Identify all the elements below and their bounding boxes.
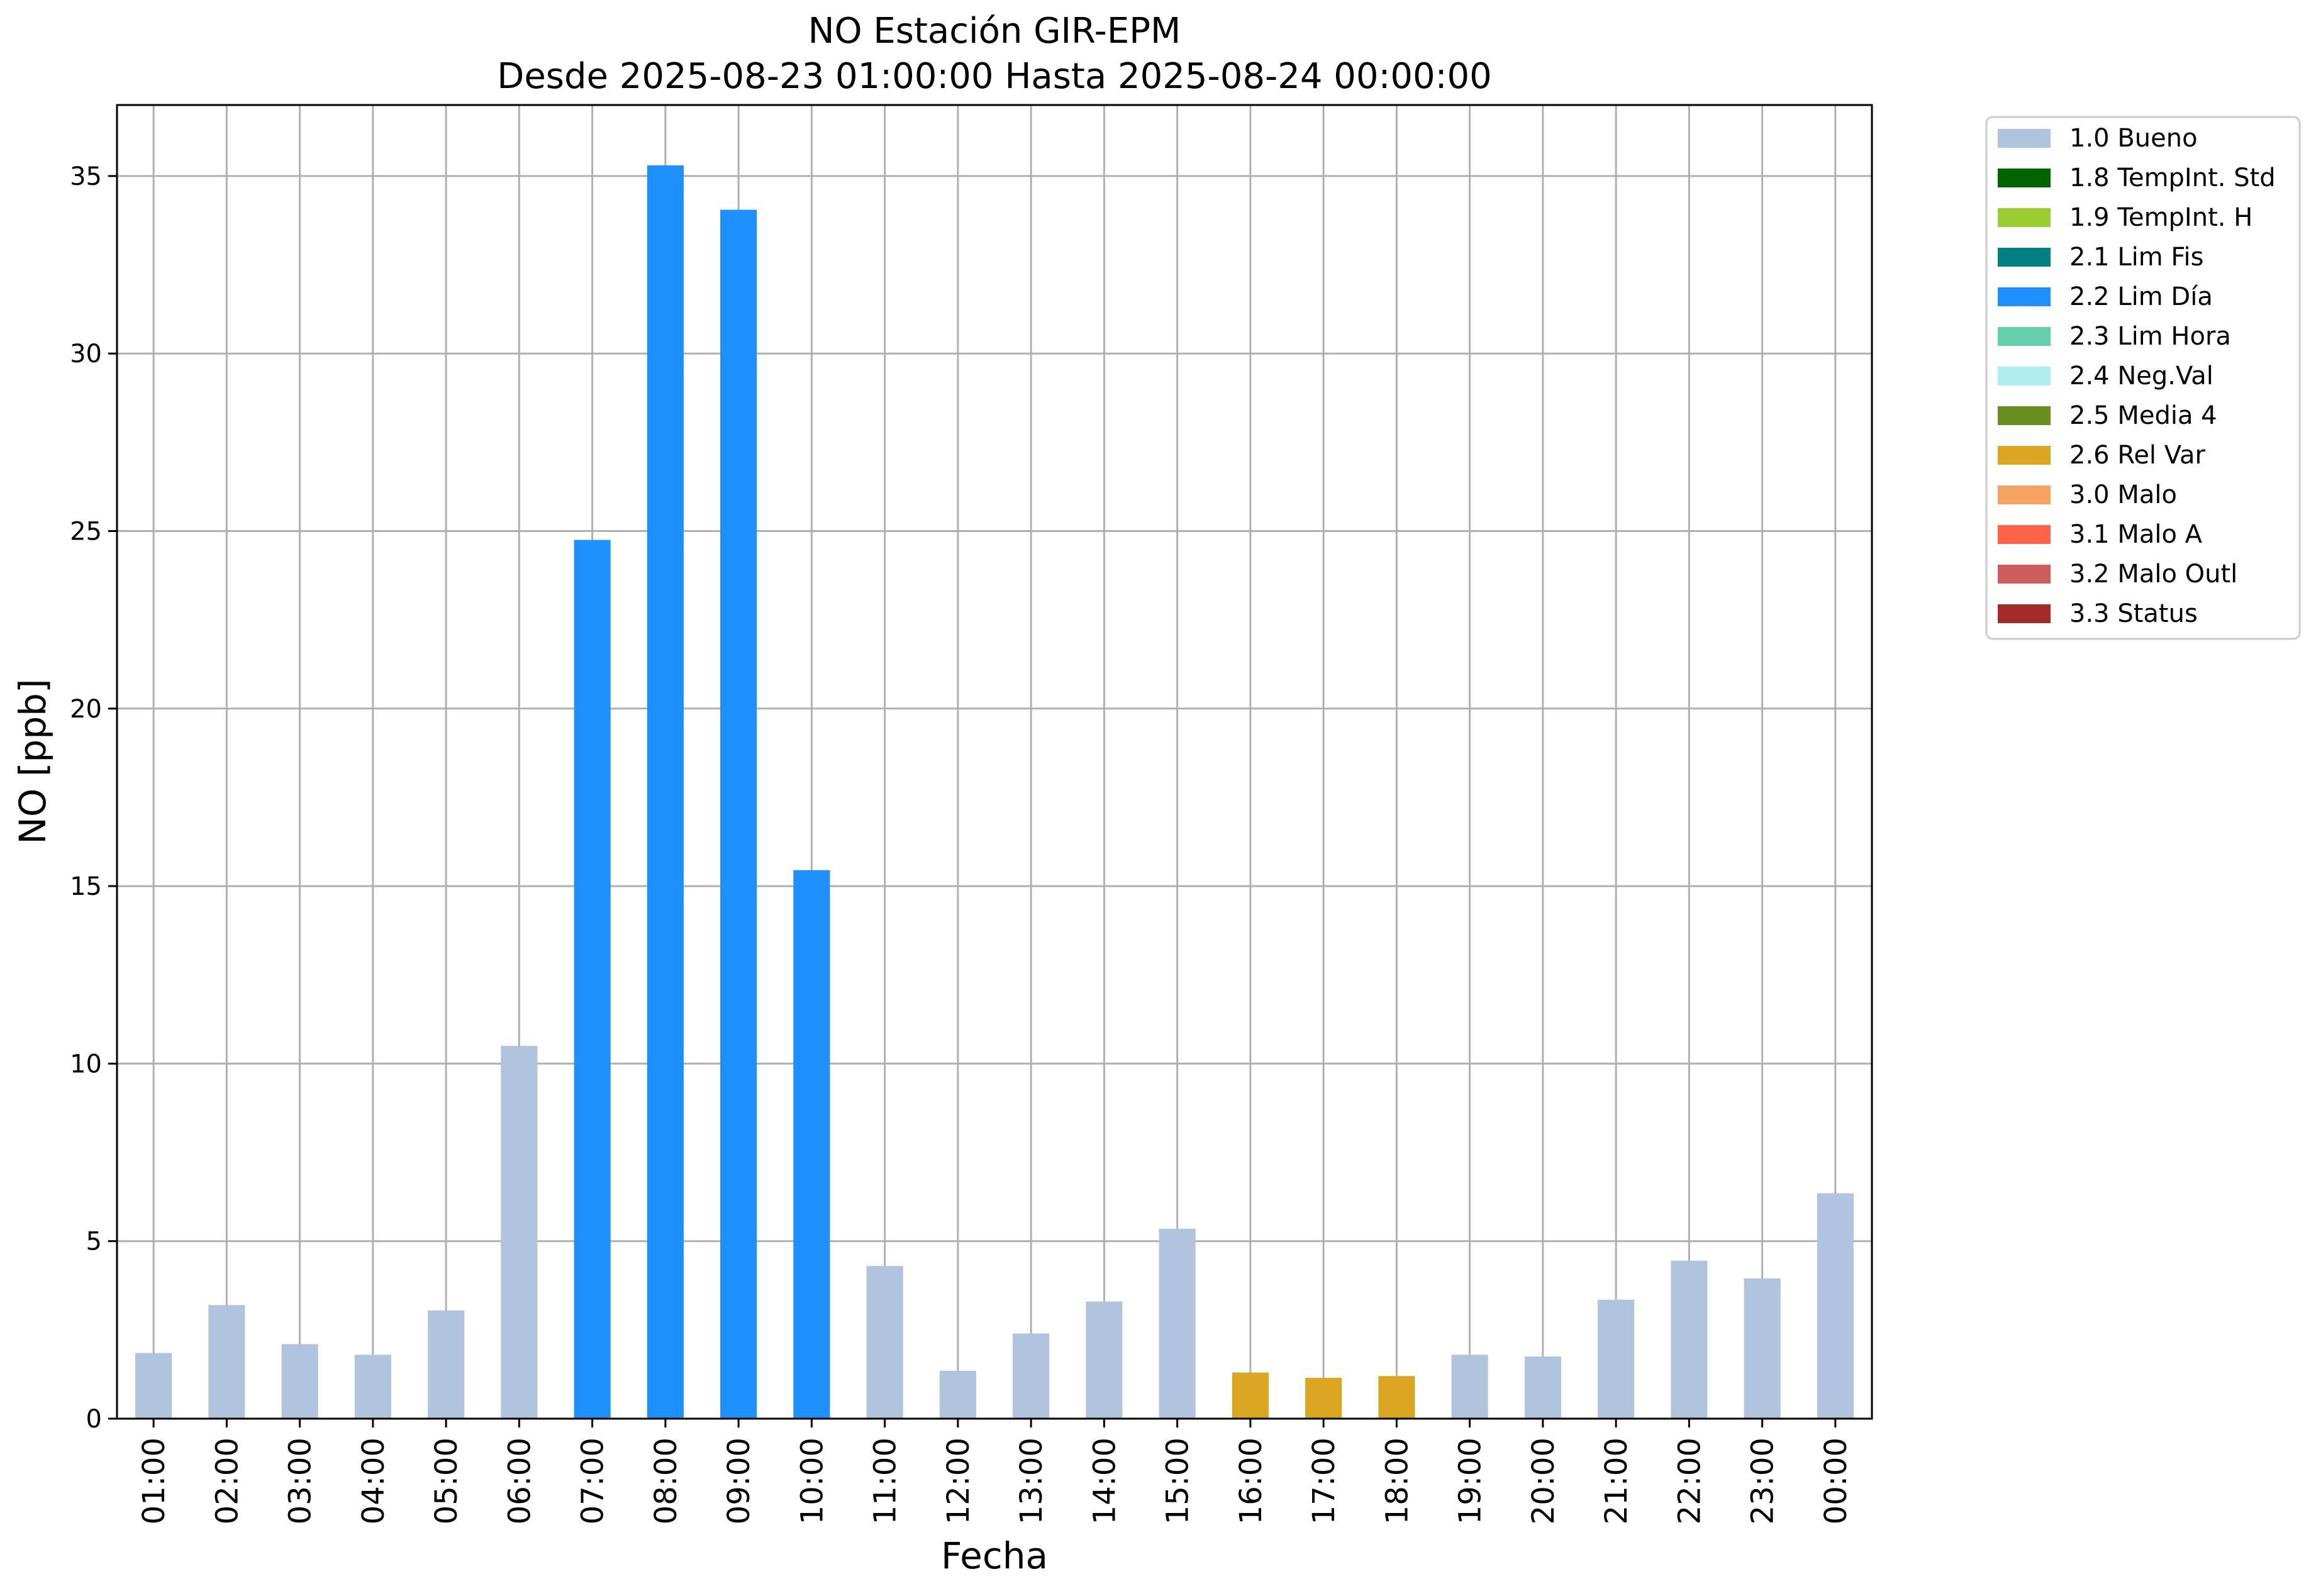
legend-label: 2.6 Rel Var [2069, 441, 2206, 470]
bar-1600 [1232, 1372, 1269, 1419]
bar-0300 [281, 1344, 318, 1419]
x-tick-label: 19:00 [1453, 1438, 1488, 1524]
bar-1800 [1378, 1376, 1415, 1419]
x-tick-label: 11:00 [868, 1438, 903, 1524]
legend-swatch [1998, 565, 2051, 584]
legend-label: 3.0 Malo [2069, 480, 2177, 509]
legend-label: 2.1 Lim Fis [2069, 243, 2203, 272]
bar-1100 [866, 1266, 903, 1419]
bar-0100 [135, 1353, 172, 1419]
chart-title: NO Estación GIR-EPM [808, 11, 1181, 52]
legend-swatch [1998, 604, 2051, 623]
legend-swatch [1998, 485, 2051, 504]
legend-label: 2.2 Lim Día [2069, 282, 2213, 311]
legend-swatch [1998, 287, 2051, 306]
x-tick-label: 09:00 [721, 1438, 757, 1524]
bar-0400 [354, 1355, 391, 1419]
x-tick-label: 13:00 [1014, 1438, 1049, 1524]
bar-0000 [1817, 1193, 1854, 1419]
legend-label: 3.2 Malo Outl [2069, 560, 2237, 589]
bar-1300 [1013, 1333, 1050, 1419]
legend: 1.0 Bueno 1.8 TempInt. Std 1.9 TempInt. H 2… [1985, 116, 2301, 640]
bar-0200 [208, 1305, 245, 1419]
y-tick-label: 25 [70, 518, 102, 546]
y-tick-label: 15 [70, 872, 102, 901]
x-tick-label: 23:00 [1745, 1438, 1781, 1524]
x-tick-label: 06:00 [502, 1438, 537, 1524]
legend-swatch [1998, 525, 2051, 544]
legend-label: 1.0 Bueno [2069, 124, 2198, 153]
x-tick-label: 20:00 [1526, 1438, 1561, 1524]
bar-1500 [1159, 1228, 1196, 1419]
y-tick-label: 30 [70, 340, 102, 369]
y-axis-label: NO [ppb] [11, 679, 54, 844]
x-tick-label: 00:00 [1818, 1438, 1854, 1524]
legend-swatch [1998, 169, 2051, 187]
bar-1200 [939, 1370, 976, 1419]
x-tick-label: 21:00 [1599, 1438, 1634, 1524]
bar-0500 [428, 1310, 465, 1419]
x-tick-label: 04:00 [356, 1438, 391, 1524]
bars-layer [135, 165, 1854, 1419]
bar-1900 [1451, 1355, 1488, 1419]
bar-1400 [1086, 1301, 1123, 1419]
bar-2100 [1598, 1299, 1635, 1419]
bar-0900 [720, 209, 757, 1419]
legend-swatch [1998, 327, 2051, 346]
legend-label: 2.3 Lim Hora [2069, 322, 2231, 351]
x-tick-label: 22:00 [1672, 1438, 1707, 1524]
chart-subtitle: Desde 2025-08-23 01:00:00 Hasta 2025-08-… [497, 56, 1492, 97]
y-tick-label: 20 [70, 695, 102, 724]
x-tick-label: 03:00 [283, 1438, 318, 1524]
legend-swatch [1998, 367, 2051, 385]
x-tick-label: 17:00 [1306, 1438, 1342, 1524]
x-tick-label: 12:00 [941, 1438, 976, 1524]
bar-0800 [647, 165, 684, 1419]
y-tick-label: 35 [70, 162, 102, 191]
x-tick-label: 02:00 [209, 1438, 245, 1524]
x-tick-label: 15:00 [1161, 1438, 1196, 1524]
x-tick-label: 07:00 [576, 1438, 611, 1524]
x-tick-label: 05:00 [429, 1438, 464, 1524]
legend-label: 2.4 Neg.Val [2069, 362, 2213, 391]
plot-frame [116, 104, 1873, 1420]
legend-swatch [1998, 248, 2051, 267]
y-tick-label: 10 [70, 1050, 102, 1078]
x-tick-label: 18:00 [1379, 1438, 1415, 1524]
x-tick-label: 14:00 [1087, 1438, 1122, 1524]
x-axis-label: Fecha [941, 1534, 1048, 1577]
x-tick-label: 16:00 [1233, 1438, 1269, 1524]
legend-label: 3.1 Malo A [2069, 520, 2203, 549]
bar-2000 [1524, 1356, 1561, 1419]
axes-layer: 0 5 10 15 20 25 30 35 01:00 02:00 03:00 04:00 05:00 0… [70, 162, 1854, 1524]
legend-frame [1985, 116, 2301, 640]
y-tick-label: 0 [86, 1405, 102, 1434]
legend-label: 2.5 Media 4 [2069, 401, 2217, 430]
bar-1700 [1305, 1378, 1342, 1419]
bar-2300 [1744, 1278, 1781, 1419]
bar-0600 [501, 1046, 538, 1419]
legend-swatch [1998, 129, 2051, 148]
legend-swatch [1998, 208, 2051, 227]
x-tick-label: 01:00 [136, 1438, 172, 1524]
bar-1000 [793, 870, 830, 1419]
bar-2200 [1671, 1260, 1708, 1419]
legend-label: 1.8 TempInt. Std [2069, 163, 2276, 192]
legend-swatch [1998, 406, 2051, 425]
y-tick-label: 5 [86, 1227, 102, 1256]
legend-label: 3.3 Status [2069, 599, 2198, 628]
x-tick-label: 10:00 [794, 1438, 830, 1524]
x-tick-label: 08:00 [649, 1438, 684, 1524]
bar-0700 [574, 540, 611, 1419]
legend-label: 1.9 TempInt. H [2069, 203, 2252, 232]
legend-swatch [1998, 446, 2051, 465]
